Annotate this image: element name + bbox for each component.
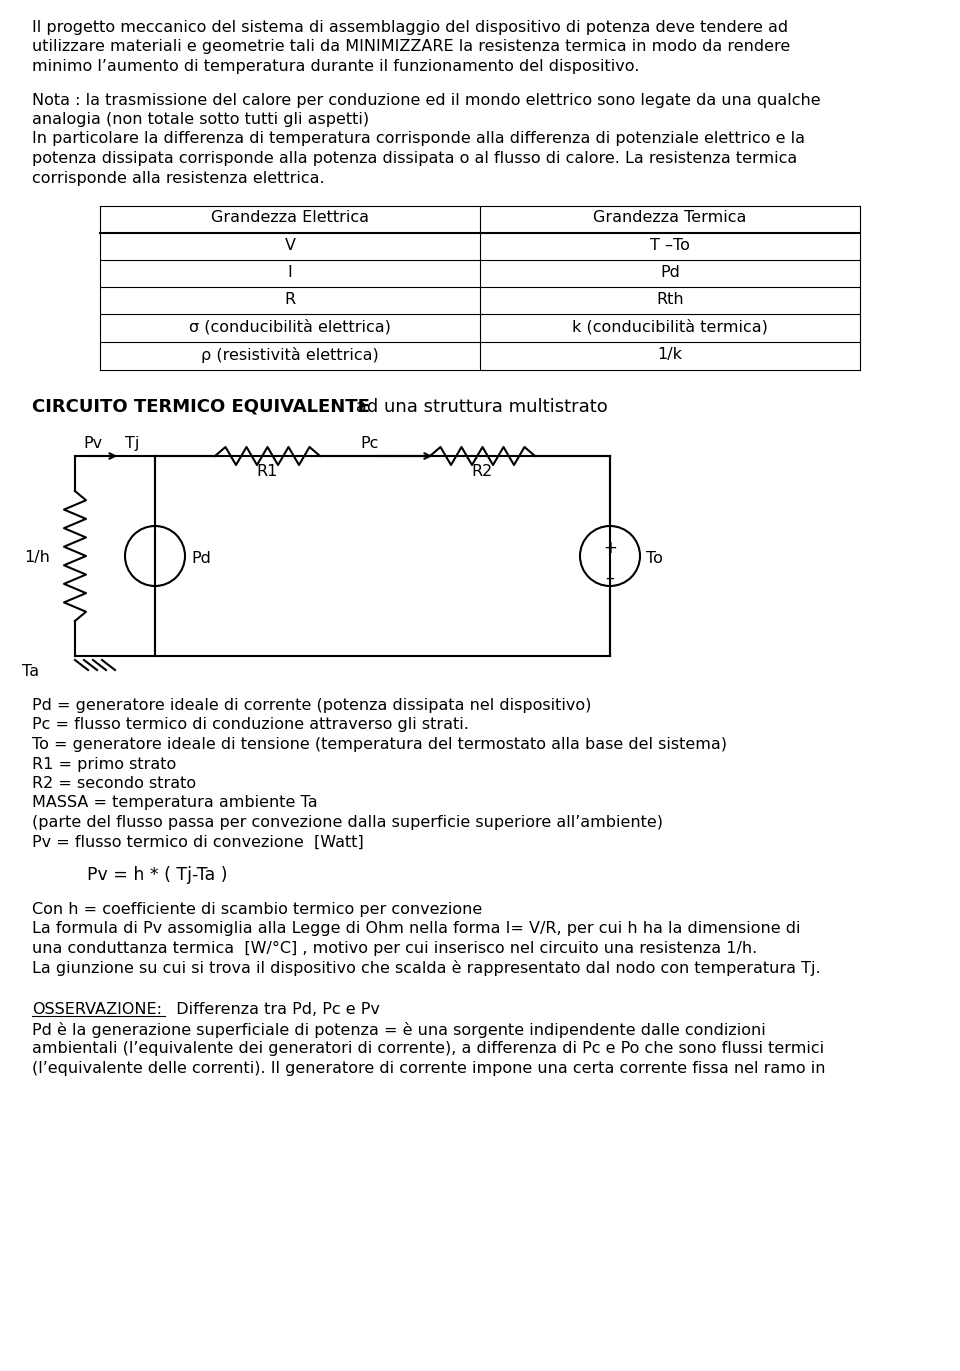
Text: Grandezza Elettrica: Grandezza Elettrica	[211, 210, 369, 225]
Text: potenza dissipata corrisponde alla potenza dissipata o al flusso di calore. La r: potenza dissipata corrisponde alla poten…	[32, 151, 797, 166]
Text: analogia (non totale sotto tutti gli aspetti): analogia (non totale sotto tutti gli asp…	[32, 112, 370, 128]
Text: In particolare la differenza di temperatura corrisponde alla differenza di poten: In particolare la differenza di temperat…	[32, 132, 805, 147]
Text: I: I	[288, 265, 293, 280]
Text: σ (conducibilità elettrica): σ (conducibilità elettrica)	[189, 319, 391, 335]
Text: Pv: Pv	[83, 436, 102, 451]
Text: utilizzare materiali e geometrie tali da MINIMIZZARE la resistenza termica in mo: utilizzare materiali e geometrie tali da…	[32, 40, 790, 55]
Text: Pd = generatore ideale di corrente (potenza dissipata nel dispositivo): Pd = generatore ideale di corrente (pote…	[32, 698, 591, 713]
Text: Grandezza Termica: Grandezza Termica	[593, 210, 747, 225]
Text: corrisponde alla resistenza elettrica.: corrisponde alla resistenza elettrica.	[32, 170, 324, 185]
Text: R1 = primo strato: R1 = primo strato	[32, 757, 177, 772]
Text: To: To	[646, 551, 662, 566]
Text: Nota : la trasmissione del calore per conduzione ed il mondo elettrico sono lega: Nota : la trasmissione del calore per co…	[32, 92, 821, 107]
Text: +: +	[603, 539, 617, 557]
Text: 1/h: 1/h	[24, 550, 50, 565]
Text: La giunzione su cui si trova il dispositivo che scalda è rappresentato dal nodo : La giunzione su cui si trova il disposit…	[32, 961, 821, 976]
Text: Pv = h * ( Tj-Ta ): Pv = h * ( Tj-Ta )	[87, 866, 228, 884]
Text: La formula di Pv assomiglia alla Legge di Ohm nella forma I= V/R, per cui h ha l: La formula di Pv assomiglia alla Legge d…	[32, 921, 801, 936]
Text: una conduttanza termica  [W/°C] , motivo per cui inserisco nel circuito una resi: una conduttanza termica [W/°C] , motivo …	[32, 941, 757, 956]
Text: Pc: Pc	[360, 436, 378, 451]
Text: Il progetto meccanico del sistema di assemblaggio del dispositivo di potenza dev: Il progetto meccanico del sistema di ass…	[32, 21, 788, 36]
Text: ρ (resistività elettrica): ρ (resistività elettrica)	[202, 347, 379, 363]
Text: (l’equivalente delle correnti). Il generatore di corrente impone una certa corre: (l’equivalente delle correnti). Il gener…	[32, 1061, 826, 1075]
Text: Pc = flusso termico di conduzione attraverso gli strati.: Pc = flusso termico di conduzione attrav…	[32, 717, 468, 732]
Text: Differenza tra Pd, Pc e Pv: Differenza tra Pd, Pc e Pv	[166, 1002, 380, 1017]
Text: Pd: Pd	[660, 265, 680, 280]
Text: V: V	[284, 239, 296, 254]
Text: OSSERVAZIONE:: OSSERVAZIONE:	[32, 1002, 162, 1017]
Text: Pd: Pd	[191, 551, 211, 566]
Text: Rth: Rth	[657, 292, 684, 307]
Text: R: R	[284, 292, 296, 307]
Text: CIRCUITO TERMICO EQUIVALENTE: CIRCUITO TERMICO EQUIVALENTE	[32, 398, 370, 415]
Text: Pd è la generazione superficiale di potenza = è una sorgente indipendente dalle : Pd è la generazione superficiale di pote…	[32, 1021, 766, 1038]
Text: –: –	[606, 569, 614, 587]
Text: R2: R2	[471, 463, 492, 478]
Text: ambientali (l’equivalente dei generatori di corrente), a differenza di Pc e Po c: ambientali (l’equivalente dei generatori…	[32, 1041, 824, 1056]
Text: Ta: Ta	[22, 664, 39, 679]
Text: Con h = coefficiente di scambio termico per convezione: Con h = coefficiente di scambio termico …	[32, 902, 482, 917]
Text: minimo l’aumento di temperatura durante il funzionamento del dispositivo.: minimo l’aumento di temperatura durante …	[32, 59, 639, 74]
Text: T –To: T –To	[650, 239, 690, 254]
Text: 1/k: 1/k	[658, 347, 683, 362]
Text: (parte del flusso passa per convezione dalla superficie superiore all’ambiente): (parte del flusso passa per convezione d…	[32, 814, 663, 829]
Text: MASSA = temperatura ambiente Ta: MASSA = temperatura ambiente Ta	[32, 795, 318, 810]
Text: k (conducibilità termica): k (conducibilità termica)	[572, 319, 768, 335]
Text: To = generatore ideale di tensione (temperatura del termostato alla base del sis: To = generatore ideale di tensione (temp…	[32, 738, 727, 753]
Text: R1: R1	[256, 463, 277, 478]
Text: Pv = flusso termico di convezione  [Watt]: Pv = flusso termico di convezione [Watt]	[32, 835, 364, 850]
Text: R2 = secondo strato: R2 = secondo strato	[32, 776, 196, 791]
Text: ad una struttura multistrato: ad una struttura multistrato	[350, 398, 608, 415]
Text: Tj: Tj	[125, 436, 139, 451]
